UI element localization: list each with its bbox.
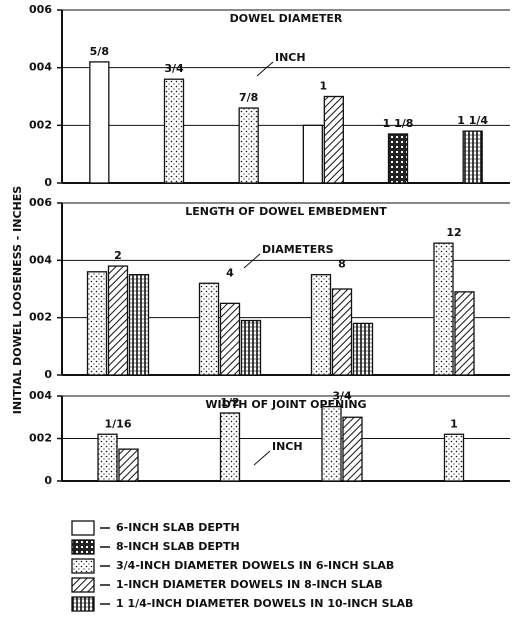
y-tick-label: 002: [29, 118, 52, 131]
category-label: 12: [446, 226, 461, 239]
bar: [302, 124, 323, 184]
category-label: 1/16: [105, 417, 132, 430]
bar: [462, 130, 483, 184]
legend-label: 1 1/4-INCH DIAMETER DOWELS IN 10-INCH SL…: [116, 597, 413, 610]
y-tick-label: 006: [29, 3, 52, 16]
annotation: INCH: [275, 51, 306, 64]
y-tick-label: 004: [29, 253, 52, 266]
y-tick-label: 004: [29, 389, 52, 402]
y-tick-label: 0: [44, 176, 52, 189]
category-label: 1: [320, 80, 328, 93]
bar: [443, 433, 465, 482]
legend-swatch: [71, 577, 95, 593]
bar: [163, 78, 185, 184]
y-tick-label: 004: [29, 61, 52, 74]
y-tick-label: 0: [44, 474, 52, 487]
y-tick-label: 002: [29, 432, 52, 445]
bar: [219, 302, 241, 376]
bar: [238, 107, 259, 184]
legend-label: 8-INCH SLAB DEPTH: [116, 540, 240, 553]
category-label: 3/4: [164, 62, 184, 75]
category-label: 1 1/4: [457, 114, 488, 127]
category-label: 2: [114, 249, 122, 262]
bar: [323, 95, 344, 184]
annotation: INCH: [272, 440, 303, 453]
annotation-leader: [243, 253, 261, 269]
panel-title: LENGTH OF DOWEL EMBEDMENT: [185, 205, 387, 218]
bar: [454, 291, 475, 376]
legend-label: 1-INCH DIAMETER DOWELS IN 8-INCH SLAB: [116, 578, 383, 591]
legend-swatch: [71, 596, 95, 612]
y-tick-label: 002: [29, 311, 52, 324]
bar: [89, 61, 110, 184]
category-label: 4: [226, 266, 234, 279]
y-axis-label: INITIAL DOWEL LOOSENESS - INCHES: [11, 186, 24, 414]
annotation: DIAMETERS: [262, 243, 334, 256]
bar: [240, 319, 262, 376]
category-label: 8: [338, 258, 346, 271]
bar: [321, 405, 342, 482]
panel-title: DOWEL DIAMETER: [230, 12, 343, 25]
bar: [352, 322, 374, 376]
y-tick-label: 0: [44, 368, 52, 381]
bar: [128, 274, 150, 376]
bar: [198, 282, 220, 376]
category-label: 1 1/8: [383, 117, 414, 130]
category-label: 1/2: [220, 396, 239, 409]
category-label: 5/8: [90, 45, 109, 58]
annotation-leader: [253, 450, 271, 466]
legend-swatch: [71, 558, 95, 574]
legend-label: 6-INCH SLAB DEPTH: [116, 521, 240, 534]
bar: [342, 416, 363, 482]
bar: [433, 242, 454, 376]
bar: [97, 433, 118, 482]
category-label: 7/8: [239, 91, 258, 104]
y-tick-label: 006: [29, 196, 52, 209]
bar: [86, 271, 108, 376]
legend-swatch: [71, 520, 95, 536]
category-label: 3/4: [332, 390, 352, 403]
bar: [331, 288, 353, 376]
bar: [219, 412, 241, 482]
category-label: 1: [450, 417, 458, 430]
legend-label: 3/4-INCH DIAMETER DOWELS IN 6-INCH SLAB: [116, 559, 394, 572]
annotation-leader: [256, 61, 274, 77]
bar: [387, 133, 409, 184]
legend-swatch: [71, 539, 95, 555]
bar: [310, 274, 332, 376]
bar: [118, 448, 139, 482]
bar: [107, 265, 129, 376]
